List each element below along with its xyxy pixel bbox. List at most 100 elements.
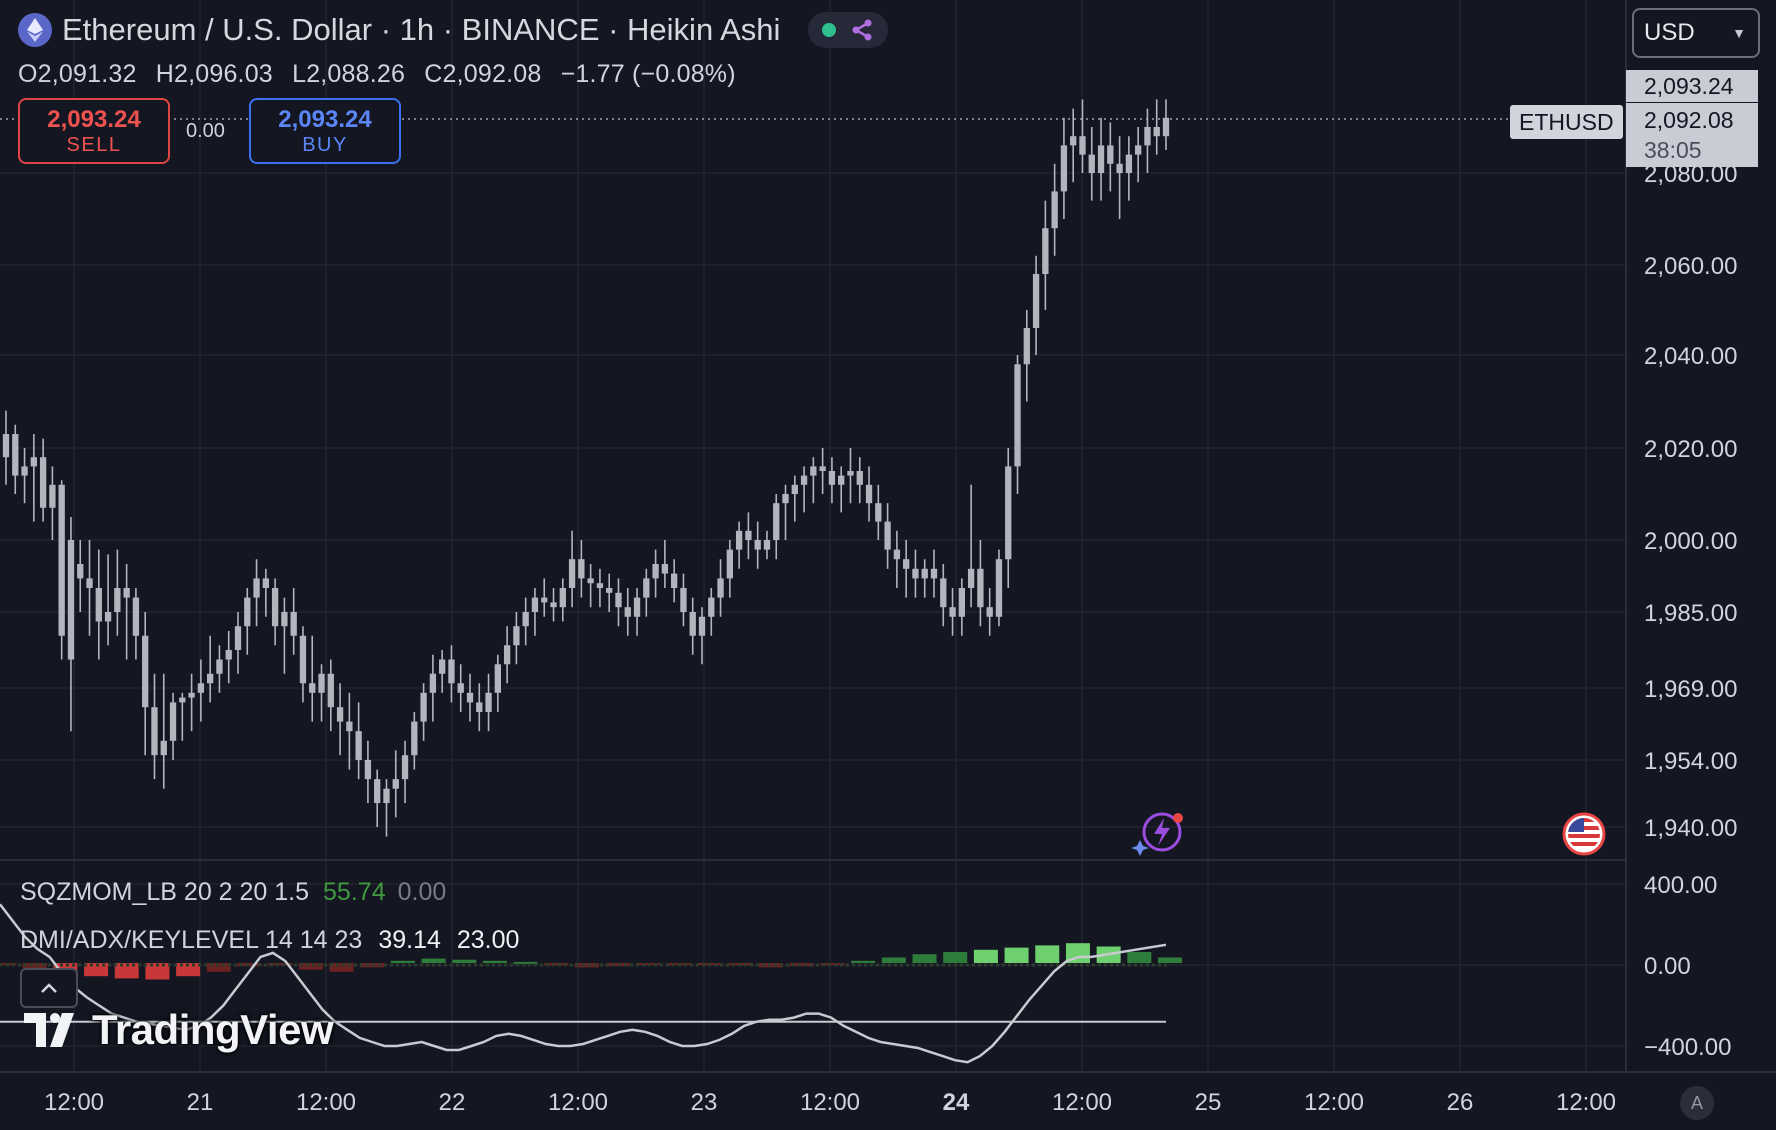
candle	[1005, 448, 1012, 588]
candle	[1014, 355, 1021, 494]
candle	[782, 484, 789, 540]
candle	[940, 564, 947, 627]
candle	[903, 540, 910, 598]
candle	[958, 578, 965, 636]
candle	[652, 549, 659, 598]
candle	[1144, 108, 1151, 173]
candle	[411, 712, 418, 770]
candle	[383, 779, 390, 837]
tradingview-logo[interactable]: TradingView	[24, 1006, 334, 1054]
indicator-scale-label: 0.00	[1644, 953, 1691, 980]
symbol-title[interactable]: Ethereum / U.S. Dollar · 1h · BINANCE · …	[62, 12, 781, 47]
close-value: 2,092.08	[442, 60, 542, 88]
time-label: 12:00	[548, 1089, 608, 1116]
momentum-bar	[206, 963, 231, 972]
candle	[271, 578, 279, 646]
candle	[1088, 127, 1095, 201]
sqzmom-value-2: 0.00	[397, 878, 447, 906]
tradingview-logo-icon	[24, 1013, 74, 1047]
change-value: −1.77 (−0.08%)	[560, 60, 736, 88]
time-label: 21	[187, 1089, 214, 1116]
candle	[253, 559, 260, 627]
candle	[726, 540, 733, 598]
last-price-value: 2,092.08	[1644, 107, 1734, 133]
candle	[179, 692, 186, 741]
momentum-bar	[1035, 945, 1060, 963]
momentum-bar	[575, 963, 599, 968]
momentum-bar	[482, 960, 507, 963]
candle	[207, 635, 214, 703]
momentum-bar	[1158, 957, 1182, 963]
momentum-bar	[605, 963, 630, 967]
candle	[819, 448, 826, 494]
us-economic-events-button[interactable]	[1562, 812, 1606, 861]
dmi-legend[interactable]: DMI/ADX/KEYLEVEL 14 14 23 39.14 23.00	[20, 926, 519, 955]
momentum-bar	[820, 963, 845, 965]
candle	[309, 635, 316, 722]
candle	[912, 549, 919, 598]
indicator-scale-label: −400.00	[1644, 1034, 1731, 1061]
chart-header: Ethereum / U.S. Dollar · 1h · BINANCE · …	[18, 12, 889, 48]
candle	[49, 466, 56, 540]
live-dot-icon	[822, 23, 837, 37]
candle	[541, 578, 548, 617]
alert-lightning-button[interactable]	[1131, 810, 1184, 861]
candle	[559, 578, 566, 622]
momentum-bar	[973, 949, 998, 963]
last-price-tag: 2,092.08 38:05	[1626, 103, 1758, 167]
time-label: 12:00	[296, 1089, 356, 1116]
candle	[1079, 99, 1086, 173]
candle	[875, 484, 882, 540]
live-status-pill[interactable]	[808, 12, 889, 48]
candle	[485, 673, 492, 732]
candle	[142, 612, 149, 756]
momentum-bar	[452, 959, 477, 963]
grid-vertical	[73, 0, 1587, 1072]
candle	[457, 664, 464, 712]
momentum-bar	[329, 963, 354, 972]
candle	[169, 692, 177, 760]
momentum-bar	[851, 960, 876, 963]
candle	[21, 448, 28, 504]
candle	[290, 588, 297, 655]
sqzmom-legend[interactable]: SQZMOM_LB 20 2 20 1.5 55.74 0.00	[20, 878, 446, 907]
candle	[800, 466, 808, 513]
candle	[188, 673, 195, 732]
candle	[856, 457, 863, 504]
candle	[476, 683, 483, 732]
share-icon	[852, 19, 872, 41]
buy-button[interactable]: 2,093.24 BUY	[249, 98, 401, 164]
indicator-pane	[0, 903, 1182, 1064]
auto-scale-button[interactable]: A	[1680, 1086, 1714, 1120]
momentum-bar	[1127, 952, 1152, 963]
candle	[234, 612, 242, 674]
low-label: L	[292, 60, 307, 88]
candle	[930, 549, 938, 598]
sell-button[interactable]: 2,093.24 SELL	[18, 98, 170, 164]
candle	[439, 650, 446, 693]
price-label: 2,040.00	[1644, 343, 1737, 370]
sqzmom-name: SQZMOM_LB 20 2 20 1.5	[20, 878, 310, 906]
currency-select[interactable]: USD ▼	[1632, 8, 1760, 58]
collapse-legend-button[interactable]	[20, 968, 78, 1008]
candle	[1116, 136, 1123, 219]
candle	[1162, 99, 1170, 150]
candles	[2, 99, 1170, 837]
candle	[429, 654, 437, 722]
candle	[838, 466, 845, 513]
time-label: 25	[1195, 1089, 1222, 1116]
candle	[104, 554, 112, 646]
candle	[708, 588, 715, 636]
candle	[1107, 122, 1114, 192]
candle	[596, 568, 604, 608]
price-label: 2,020.00	[1644, 436, 1737, 463]
candle	[661, 540, 669, 588]
candle	[364, 740, 372, 804]
candle	[773, 494, 780, 560]
candle	[568, 530, 576, 608]
candle	[893, 530, 901, 588]
candle	[420, 683, 427, 741]
momentum-bar	[268, 963, 293, 965]
buy-label: BUY	[302, 133, 348, 156]
